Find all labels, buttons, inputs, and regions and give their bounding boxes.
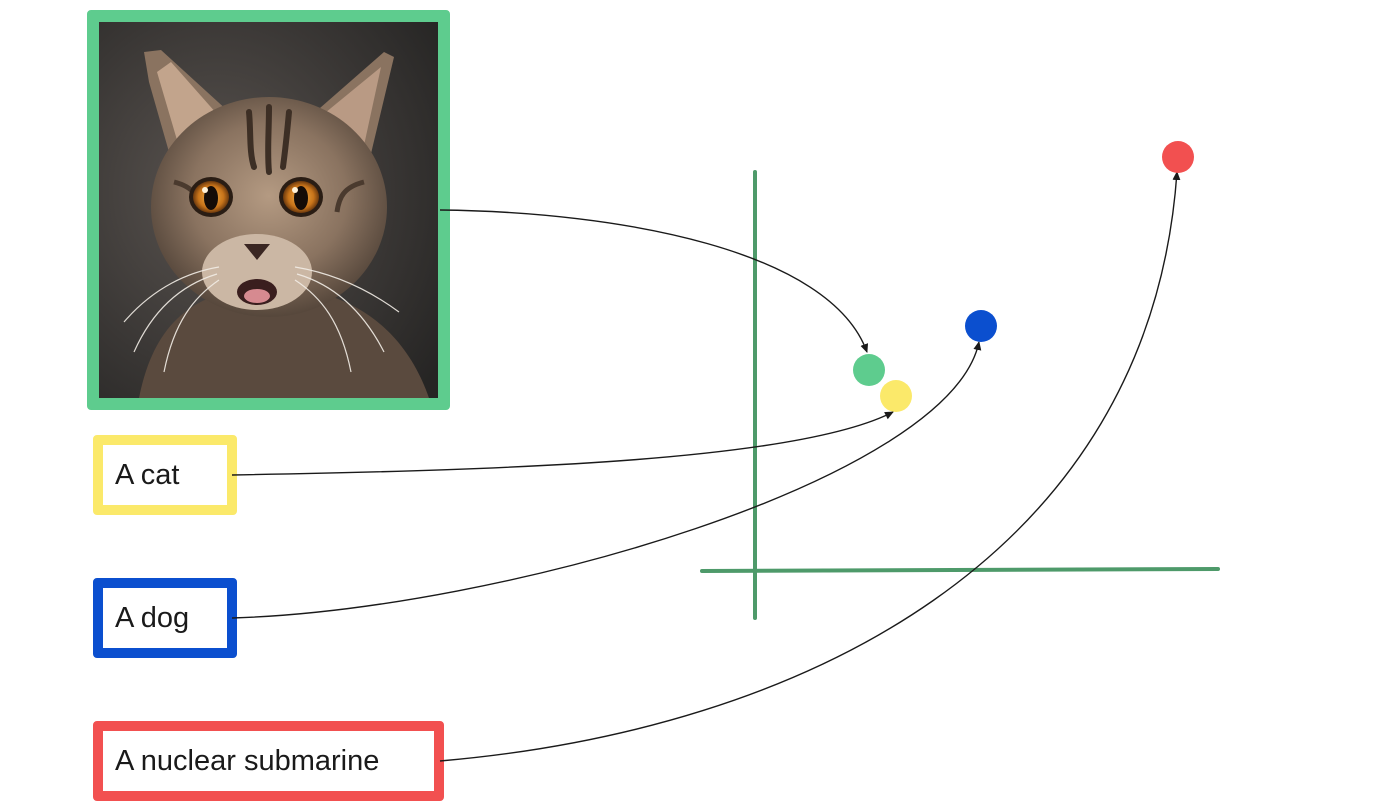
label-box-cat: A cat — [93, 435, 237, 515]
label-cat-text: A cat — [115, 458, 180, 491]
arrow-submarine-to-point — [439, 171, 1181, 762]
cat-photo-illustration — [99, 22, 438, 398]
arrow-cat-to-point — [231, 411, 894, 476]
cat-image — [87, 10, 450, 410]
label-submarine-text: A nuclear submarine — [115, 744, 380, 777]
label-box-submarine: A nuclear submarine — [93, 721, 444, 801]
label-box-dog: A dog — [93, 578, 237, 658]
point-cat — [880, 380, 912, 412]
point-image — [853, 354, 885, 386]
point-dog — [965, 310, 997, 342]
x-axis — [700, 567, 1220, 573]
label-dog-text: A dog — [115, 601, 190, 634]
point-submarine — [1162, 141, 1194, 173]
arrow-image-to-point — [439, 209, 869, 353]
